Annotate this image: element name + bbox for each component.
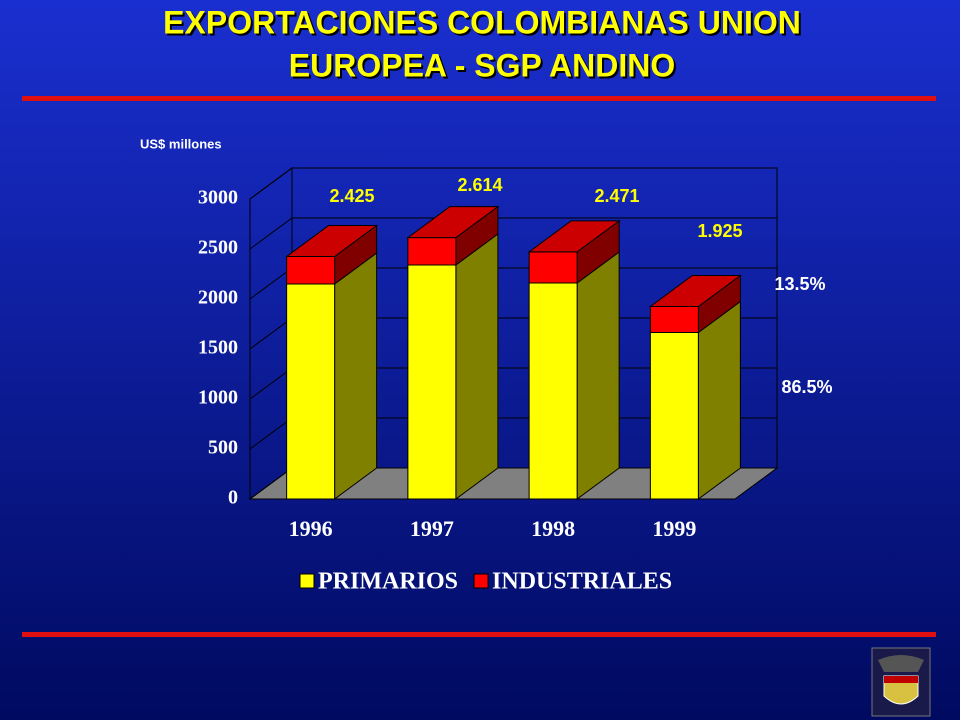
bar bbox=[528, 251, 578, 284]
chart-title: EXPORTACIONES COLOMBIANAS UNION bbox=[163, 4, 801, 40]
x-tick-label: 1999 bbox=[652, 516, 696, 541]
y-tick-label: 2500 bbox=[198, 237, 238, 259]
grid-line bbox=[249, 217, 777, 250]
title-shadow: EXPORTACIONES COLOMBIANAS UNION bbox=[165, 6, 803, 42]
total-label: 2.425 bbox=[329, 186, 374, 206]
bar bbox=[286, 256, 336, 285]
bar-side bbox=[334, 252, 378, 500]
x-tick-label: 1996 bbox=[289, 516, 333, 541]
bar bbox=[649, 306, 699, 333]
legend-swatch bbox=[473, 573, 489, 589]
subtitle-shadow: EUROPEA - SGP ANDINO bbox=[291, 49, 677, 85]
y-tick-label: 1500 bbox=[198, 337, 238, 359]
share-label: 13.5% bbox=[774, 274, 825, 294]
x-tick-label: 1997 bbox=[410, 516, 454, 541]
grid-line bbox=[249, 167, 777, 200]
x-tick-label: 1998 bbox=[531, 516, 575, 541]
total-label: 2.614 bbox=[457, 175, 502, 195]
y-tick-label: 1000 bbox=[198, 387, 238, 409]
bar-top bbox=[648, 275, 742, 307]
share-label: 86.5% bbox=[781, 377, 832, 397]
y-tick-label: 500 bbox=[208, 437, 238, 459]
bar bbox=[407, 264, 457, 500]
bar-top bbox=[527, 220, 621, 253]
bar-side bbox=[576, 251, 620, 500]
total-label: 1.925 bbox=[697, 221, 742, 241]
total-label: 2.471 bbox=[594, 186, 639, 206]
legend-label: INDUSTRIALES bbox=[492, 569, 672, 595]
bar bbox=[407, 237, 457, 266]
y-tick-label: 2000 bbox=[198, 287, 238, 309]
axis-label: US$ millones bbox=[140, 136, 222, 151]
bar-top bbox=[285, 225, 379, 257]
bar bbox=[649, 332, 699, 500]
bar bbox=[528, 282, 578, 500]
chart-subtitle: EUROPEA - SGP ANDINO bbox=[289, 47, 675, 83]
divider bbox=[22, 96, 936, 101]
logo bbox=[871, 647, 931, 717]
legend-label: PRIMARIOS bbox=[318, 569, 458, 595]
bar-side bbox=[455, 233, 499, 500]
bar-side bbox=[697, 300, 741, 500]
divider bbox=[22, 632, 936, 637]
y-tick-label: 3000 bbox=[198, 187, 238, 209]
bar bbox=[286, 283, 336, 500]
bar-top bbox=[406, 206, 500, 239]
y-tick-label: 0 bbox=[228, 487, 238, 509]
legend-swatch bbox=[299, 573, 315, 589]
